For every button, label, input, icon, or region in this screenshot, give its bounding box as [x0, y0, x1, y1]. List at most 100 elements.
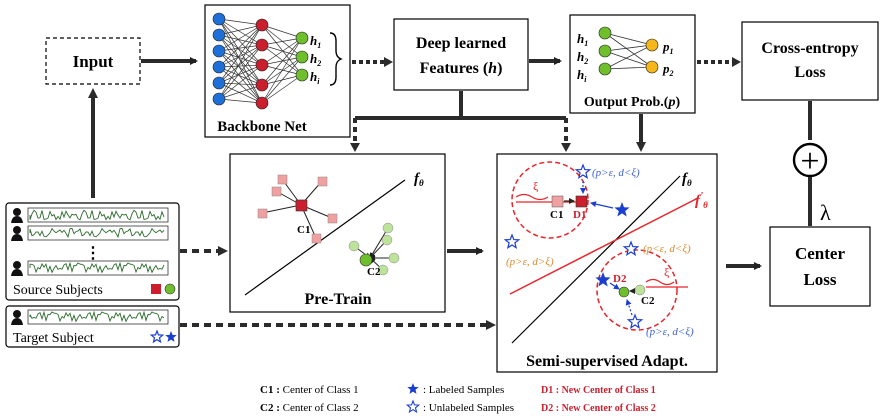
legend-d2: D2 : New Center of Class 2 [541, 403, 656, 414]
backbone-hidden-node [255, 38, 269, 52]
pretrain-c2-center [359, 253, 373, 267]
op-in-i: hi [577, 67, 587, 84]
backbone-input-node [212, 28, 226, 42]
adapt-ann-mid: (p<ε, d<ξ) [643, 243, 691, 255]
adapt-f-theta-prime: f'θ [695, 190, 708, 210]
input-label: Input [73, 52, 114, 71]
features-box [393, 18, 529, 91]
adapt-labeled-star-1 [614, 202, 630, 217]
features-line2: Features (h) [420, 60, 503, 77]
pretrain-class1-sample [277, 174, 288, 185]
cross-entropy-box [741, 21, 879, 101]
legend-c1: C1 : Center of Class 1 [260, 384, 359, 396]
legend-d1: D1 : New Center of Class 1 [541, 385, 656, 396]
lambda-symbol: λ [820, 200, 831, 225]
adapt-class2-region [596, 249, 678, 331]
backbone-output-node [295, 31, 309, 45]
pretrain-class1-sample [271, 186, 282, 197]
target-solid-star [165, 331, 177, 342]
pretrain-class1-sample [311, 233, 322, 244]
cross-entropy-line1: Cross-entropy [761, 40, 858, 57]
adapt-d2-label: D2 [613, 273, 627, 285]
output-input-node [598, 44, 612, 58]
backbone-out-i: hi [310, 69, 320, 86]
source-eeg-row [11, 260, 169, 276]
op-out-1: p1 [662, 39, 674, 56]
pretrain-label: Pre-Train [305, 291, 372, 308]
pretrain-class2-sample [382, 222, 394, 234]
pretrain-box [229, 153, 446, 313]
output-prob-node [645, 60, 659, 74]
adapt-f-theta-line [511, 175, 681, 344]
adapt-unlabeled-star-mid [622, 240, 640, 257]
adapt-d1-square [575, 195, 588, 208]
pretrain-class2-sample [388, 252, 400, 264]
pretrain-class1-sample [257, 208, 268, 219]
output-prob-label: Output Prob.(p) [584, 95, 681, 110]
plus-circle [792, 142, 828, 178]
pretrain-class2-sample [377, 264, 389, 276]
backbone-out-2: h2 [310, 51, 321, 68]
source-dots: ⋮ [85, 245, 101, 262]
legend-c2: C2 : Center of Class 2 [260, 402, 359, 414]
adapt-xi-2-curve [645, 278, 675, 286]
adapt-c1-label: C1 [550, 209, 563, 221]
backbone-network-graph [218, 18, 303, 104]
backbone-hidden-node [255, 78, 269, 92]
adapt-labeled-star-2 [595, 272, 611, 287]
pretrain-c1-center [295, 199, 308, 212]
output-prob-box [569, 14, 696, 114]
adapt-c2-label: C2 [641, 295, 655, 307]
pretrain-class1-sample [317, 176, 328, 187]
backbone-input-node [212, 92, 226, 106]
legend-unlabeled-star-icon [405, 399, 421, 414]
pretrain-class2-sample [381, 234, 393, 246]
target-subject-label: Target Subject [13, 331, 94, 346]
backbone-input-node [212, 60, 226, 74]
op-out-2: p2 [662, 61, 674, 78]
op-in-2: h2 [577, 49, 588, 66]
backbone-input-node [212, 44, 226, 58]
adapt-d1-label: D1 [573, 209, 586, 221]
center-loss-line2: Loss [803, 270, 836, 289]
source-subjects-label: Source Subjects [13, 283, 103, 298]
output-input-node [598, 26, 612, 40]
adapt-d2-circle [618, 286, 630, 298]
backbone-output-node [295, 68, 309, 82]
center-loss-line1: Center [795, 244, 845, 263]
target-hollow-star [149, 329, 165, 344]
output-prob-node [645, 38, 659, 52]
pretrain-f-theta: fθ [414, 171, 424, 188]
legend-labeled: : Labeled Samples [423, 384, 504, 396]
adapt-xi-1: ξ [533, 179, 539, 193]
pretrain-c1-label: C1 [297, 224, 310, 236]
adapt-f-theta: fθ [682, 171, 692, 188]
backbone-label: Backbone Net [217, 119, 307, 135]
adapt-xi-1-curve [515, 193, 549, 201]
pretrain-c2-label: C2 [367, 266, 381, 278]
adapt-unlabeled-star-left [503, 233, 521, 250]
source-eeg-row [11, 225, 169, 241]
input-box [45, 37, 141, 85]
adapt-ann-bottom: (p>ε, d<ξ) [646, 326, 694, 338]
adapt-class1-region [511, 161, 589, 239]
adapt-unlabeled-star-top [574, 163, 592, 180]
legend-unlabeled: : Unlabeled Samples [423, 402, 514, 414]
backbone-hidden-node [255, 58, 269, 72]
adapt-label: Semi-supervised Adapt. [526, 353, 688, 370]
adapt-unlabeled-star-bottom [626, 313, 644, 330]
adapt-ann-top: (p>ε, d<ξ) [592, 167, 640, 179]
backbone-input-node [212, 76, 226, 90]
pretrain-class2-sample [348, 240, 360, 252]
backbone-hidden-node [255, 96, 269, 110]
center-loss-box [769, 226, 871, 307]
op-in-1: h1 [577, 31, 588, 48]
adapt-xi-2: ξ [664, 265, 670, 279]
output-input-node [598, 62, 612, 76]
features-line1: Deep learned [416, 35, 506, 52]
backbone-out-1: h1 [310, 33, 321, 50]
legend: C1 : Center of Class 1 C2 : Center of Cl… [260, 383, 656, 414]
backbone-hidden-node [255, 18, 269, 32]
source-eeg-row [11, 207, 169, 223]
adapt-c1-square [551, 195, 564, 208]
